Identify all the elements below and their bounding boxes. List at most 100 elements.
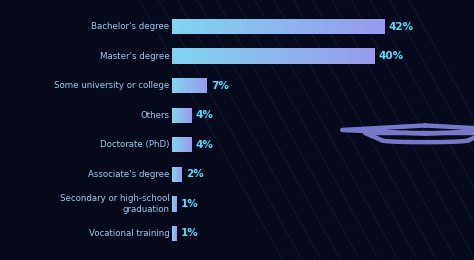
Bar bbox=[233, 19, 236, 34]
Bar bbox=[196, 19, 199, 34]
Bar bbox=[257, 19, 260, 34]
Bar bbox=[278, 19, 281, 34]
Bar bbox=[220, 48, 223, 64]
Bar bbox=[308, 19, 310, 34]
Bar bbox=[357, 48, 360, 64]
Bar bbox=[182, 19, 185, 34]
Bar bbox=[284, 19, 286, 34]
Bar bbox=[334, 48, 337, 64]
Text: Doctorate (PhD): Doctorate (PhD) bbox=[100, 140, 169, 149]
Bar bbox=[222, 19, 225, 34]
Bar bbox=[324, 19, 327, 34]
Bar bbox=[364, 19, 366, 34]
Bar bbox=[327, 48, 329, 64]
Bar bbox=[309, 48, 311, 64]
Bar bbox=[260, 19, 263, 34]
Bar bbox=[230, 48, 233, 64]
Bar bbox=[248, 48, 251, 64]
Bar bbox=[271, 19, 273, 34]
Bar bbox=[180, 19, 182, 34]
Bar bbox=[204, 19, 207, 34]
Bar bbox=[261, 48, 263, 64]
Bar bbox=[319, 48, 322, 64]
Bar bbox=[311, 48, 314, 64]
Bar bbox=[340, 19, 342, 34]
Bar bbox=[263, 48, 266, 64]
Bar bbox=[366, 19, 369, 34]
Bar bbox=[292, 19, 294, 34]
Bar bbox=[271, 48, 273, 64]
Bar bbox=[372, 19, 374, 34]
Bar bbox=[184, 48, 187, 64]
Bar bbox=[317, 48, 319, 64]
Text: Some university or college: Some university or college bbox=[54, 81, 169, 90]
Bar bbox=[180, 48, 182, 64]
Bar bbox=[207, 19, 209, 34]
Bar bbox=[172, 48, 174, 64]
Text: 40%: 40% bbox=[379, 51, 404, 61]
Text: Others: Others bbox=[140, 111, 169, 120]
Bar bbox=[286, 48, 289, 64]
Bar bbox=[205, 48, 207, 64]
Bar bbox=[192, 48, 195, 64]
Text: 7%: 7% bbox=[211, 81, 229, 91]
Bar bbox=[223, 48, 225, 64]
Bar bbox=[187, 48, 190, 64]
Bar bbox=[329, 19, 332, 34]
Bar bbox=[362, 48, 365, 64]
Bar bbox=[281, 48, 283, 64]
Bar bbox=[373, 48, 375, 64]
Bar bbox=[350, 19, 353, 34]
Bar bbox=[230, 19, 233, 34]
Bar bbox=[319, 19, 321, 34]
Text: Secondary or high-school
graduation: Secondary or high-school graduation bbox=[60, 194, 169, 213]
Bar bbox=[329, 48, 332, 64]
Bar bbox=[306, 48, 309, 64]
Bar bbox=[215, 48, 218, 64]
Bar bbox=[255, 48, 258, 64]
Bar bbox=[193, 19, 196, 34]
Bar bbox=[273, 19, 276, 34]
Bar bbox=[289, 48, 291, 64]
Bar bbox=[294, 19, 297, 34]
Bar bbox=[355, 48, 357, 64]
Text: Vocational training: Vocational training bbox=[89, 229, 169, 238]
Bar bbox=[377, 19, 380, 34]
Bar bbox=[342, 19, 345, 34]
Text: Master's degree: Master's degree bbox=[100, 52, 169, 61]
Bar bbox=[349, 48, 352, 64]
Bar bbox=[199, 19, 201, 34]
Bar bbox=[305, 19, 308, 34]
Bar bbox=[253, 48, 255, 64]
Bar bbox=[251, 48, 253, 64]
Text: Associate's degree: Associate's degree bbox=[88, 170, 169, 179]
Bar bbox=[278, 48, 281, 64]
Bar bbox=[240, 48, 243, 64]
Bar bbox=[356, 19, 358, 34]
Bar bbox=[265, 19, 268, 34]
Bar bbox=[294, 48, 296, 64]
Bar bbox=[324, 48, 327, 64]
Bar bbox=[300, 19, 302, 34]
Bar bbox=[314, 48, 317, 64]
Bar bbox=[190, 48, 192, 64]
Bar bbox=[212, 19, 214, 34]
Bar bbox=[212, 48, 215, 64]
Bar bbox=[249, 19, 252, 34]
Bar bbox=[255, 19, 257, 34]
Bar bbox=[252, 19, 255, 34]
Bar bbox=[316, 19, 319, 34]
Bar bbox=[177, 19, 180, 34]
Bar bbox=[225, 48, 228, 64]
Bar bbox=[182, 48, 184, 64]
Bar bbox=[244, 19, 246, 34]
Bar bbox=[289, 19, 292, 34]
Bar bbox=[321, 19, 324, 34]
Bar bbox=[188, 19, 191, 34]
Bar bbox=[241, 19, 244, 34]
Bar bbox=[301, 48, 304, 64]
Bar bbox=[358, 19, 361, 34]
Bar bbox=[313, 19, 316, 34]
Bar bbox=[342, 48, 345, 64]
Bar bbox=[195, 48, 197, 64]
